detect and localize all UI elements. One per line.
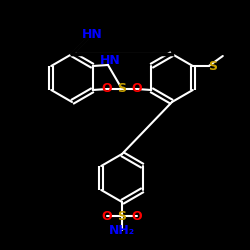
Text: HN: HN [82,28,102,40]
Text: O: O [102,210,112,222]
Text: O: O [132,210,142,222]
Text: S: S [118,82,126,96]
Text: O: O [132,82,142,96]
Text: HN: HN [100,54,120,68]
Text: NH₂: NH₂ [109,224,135,236]
Text: S: S [208,60,217,72]
Text: S: S [118,210,126,222]
Text: O: O [102,82,112,96]
